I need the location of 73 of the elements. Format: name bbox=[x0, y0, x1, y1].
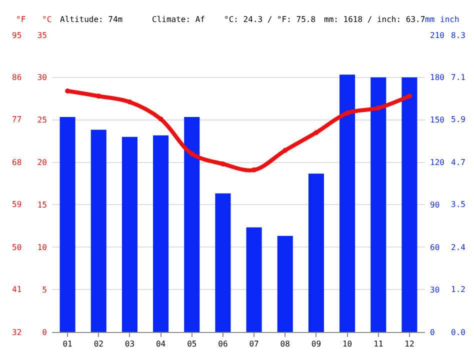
y-tick-label: 10 bbox=[37, 242, 48, 252]
y3-tick-label: 59 bbox=[12, 200, 22, 209]
x-tick-label: 03 bbox=[124, 340, 135, 349]
y-axis-title: °C bbox=[42, 15, 52, 24]
point bbox=[282, 148, 288, 153]
y2-tick-label: 150 bbox=[430, 116, 445, 125]
point bbox=[127, 100, 132, 105]
x-tick-label: 02 bbox=[94, 340, 104, 349]
y-tick-label: 5 bbox=[42, 285, 48, 294]
point bbox=[314, 130, 319, 136]
bar bbox=[370, 77, 386, 332]
text: °C: 24.3 / °F: 75.8 bbox=[224, 15, 316, 24]
y3-tick-label: 95 bbox=[12, 31, 22, 40]
x-tick-label: 05 bbox=[187, 340, 197, 349]
y3-axis-title: °F bbox=[16, 15, 26, 24]
y-tick-label: 25 bbox=[37, 116, 48, 125]
y3-tick-label: 77 bbox=[12, 115, 22, 124]
bar bbox=[122, 136, 138, 332]
bar bbox=[153, 135, 169, 332]
bar bbox=[308, 174, 324, 332]
x-tick-label: 09 bbox=[311, 340, 322, 349]
x-tick-label: 08 bbox=[280, 340, 290, 349]
text: 4.7 bbox=[451, 158, 466, 167]
text: inch bbox=[440, 15, 460, 24]
x-tick-label: 10 bbox=[342, 340, 352, 349]
bar bbox=[90, 130, 106, 332]
point bbox=[376, 105, 381, 110]
y-tick-label: 0 bbox=[42, 328, 48, 337]
x-tick-label: 07 bbox=[249, 340, 260, 349]
y3-tick-label: 32 bbox=[12, 328, 22, 337]
y2-axis-title: mm bbox=[425, 15, 435, 24]
y2-tick-label: 120 bbox=[430, 158, 445, 168]
text: 5.9 bbox=[451, 115, 466, 124]
bar bbox=[246, 227, 262, 332]
text: 1.2 bbox=[451, 285, 466, 294]
text: 0.0 bbox=[451, 328, 466, 337]
x-tick-label: 04 bbox=[156, 340, 166, 349]
text: 3.5 bbox=[451, 200, 466, 209]
y-tick-label: 15 bbox=[37, 200, 48, 210]
text: 2.4 bbox=[451, 243, 466, 252]
y-tick-label: 35 bbox=[37, 30, 48, 40]
y3-tick-label: 50 bbox=[12, 243, 22, 252]
bar bbox=[60, 117, 76, 332]
y2-tick-label: 210 bbox=[430, 30, 445, 40]
text: 8.3 bbox=[451, 31, 466, 40]
y2-tick-label: 60 bbox=[430, 242, 440, 252]
text: 7.1 bbox=[451, 73, 466, 82]
y2-tick-label: 180 bbox=[430, 73, 445, 82]
y3-tick-label: 68 bbox=[12, 158, 22, 167]
y2-tick-label: 90 bbox=[430, 200, 440, 210]
x-tick-label: 12 bbox=[404, 340, 414, 349]
bar bbox=[277, 236, 293, 332]
point bbox=[406, 94, 412, 99]
point bbox=[189, 151, 194, 156]
x-tick-label: 01 bbox=[62, 340, 73, 349]
y-tick-label: 20 bbox=[37, 158, 48, 168]
text: Altitude: 74m bbox=[60, 15, 123, 24]
y3-tick-label: 86 bbox=[12, 73, 22, 82]
text: Climate: Af bbox=[152, 15, 206, 24]
point bbox=[252, 167, 257, 172]
bar bbox=[402, 77, 418, 332]
x-tick-label: 06 bbox=[218, 340, 228, 349]
y-tick-label: 30 bbox=[37, 73, 48, 82]
y2-tick-label: 30 bbox=[430, 285, 440, 294]
text: mm: 1618 / inch: 63.7 bbox=[324, 15, 426, 24]
y2-tick-label: 0 bbox=[430, 328, 435, 337]
y3-tick-label: 41 bbox=[12, 285, 22, 294]
point bbox=[344, 110, 350, 116]
bar bbox=[340, 74, 356, 332]
bar bbox=[215, 193, 231, 332]
bar bbox=[184, 117, 200, 332]
point bbox=[158, 116, 164, 122]
x-tick-label: 11 bbox=[374, 340, 384, 349]
